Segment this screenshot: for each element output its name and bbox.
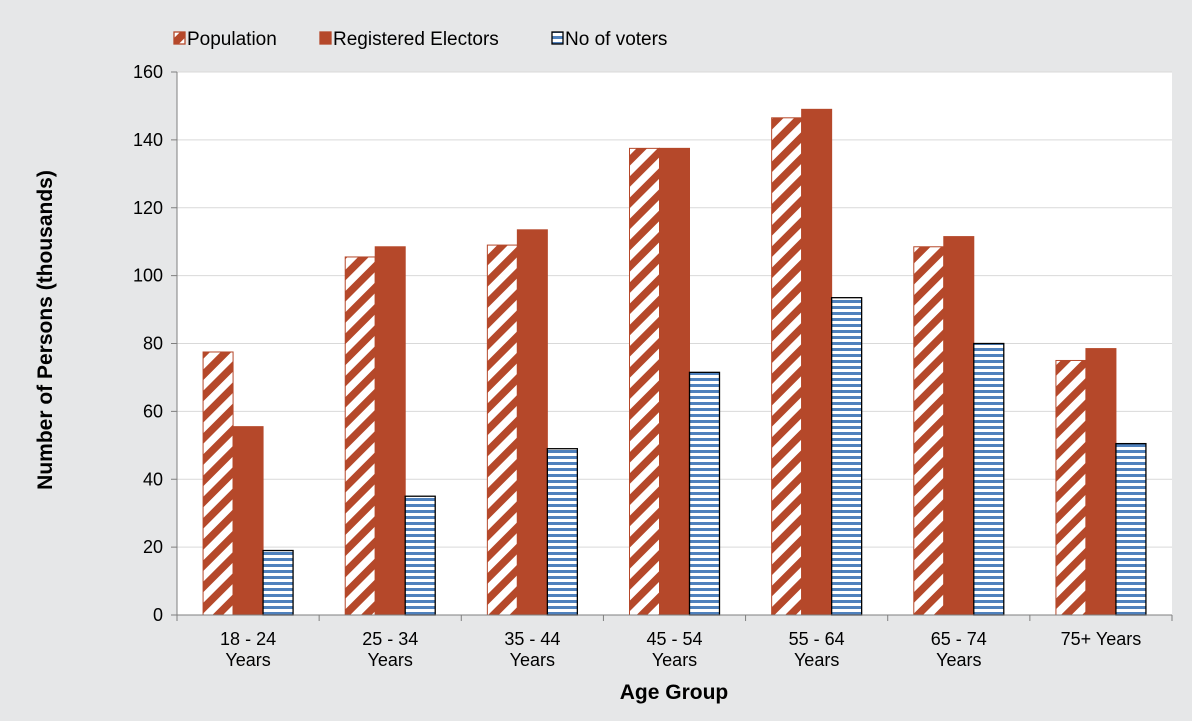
bar-registered-electors <box>943 236 975 616</box>
y-tick-label: 160 <box>133 62 163 82</box>
bar-population <box>629 147 660 616</box>
legend-swatch <box>173 31 186 45</box>
bar-population <box>202 351 234 616</box>
x-tick-label: 25 - 34 Years <box>362 629 418 670</box>
legend-swatch <box>319 31 332 45</box>
legend-swatch <box>551 31 564 45</box>
y-axis-title: Number of Persons (thousands) <box>34 170 57 490</box>
y-tick-label: 0 <box>153 605 163 625</box>
x-tick-label: 45 - 54 Years <box>646 629 702 670</box>
y-tick-labels: 0 20 40 60 80 100 120 140 160 <box>133 62 177 625</box>
legend-label: No of voters <box>565 29 667 50</box>
bar-registered-electors <box>516 229 548 616</box>
y-tick-label: 40 <box>143 469 163 489</box>
y-tick-label: 100 <box>133 266 163 286</box>
x-tick-label: 18 - 24 Years <box>220 629 276 670</box>
bar-population <box>771 117 803 616</box>
bar-registered-electors <box>1085 348 1117 616</box>
bar-population <box>913 246 945 616</box>
bar-registered-electors <box>801 108 833 616</box>
y-tick-label: 60 <box>143 401 163 421</box>
bar-registered-electors <box>232 426 264 616</box>
y-tick-label: 140 <box>133 130 163 150</box>
x-tick-label: 65 - 74 Years <box>931 629 987 670</box>
y-tick-label: 20 <box>143 537 163 557</box>
bar-no-of-voters <box>830 297 863 616</box>
x-tick-label: 55 - 64 Years <box>789 629 845 670</box>
bar-no-of-voters <box>973 342 1005 616</box>
bar-registered-electors <box>659 147 690 616</box>
bar-population <box>344 256 376 616</box>
x-tick-label: 35 - 44 Years <box>504 629 560 670</box>
bar-no-of-voters <box>404 495 436 616</box>
bar-no-of-voters <box>262 549 294 616</box>
legend-label: Registered Electors <box>333 29 499 50</box>
bar-registered-electors <box>374 246 406 616</box>
x-tick-labels: 18 - 24 Years 25 - 34 Years 35 - 44 Years 45 -… <box>220 629 1141 670</box>
bar-population <box>1055 359 1087 616</box>
bar-no-of-voters <box>688 371 721 616</box>
y-tick-label: 120 <box>133 198 163 218</box>
legend: Population Registered Electors No of voter… <box>173 29 667 50</box>
x-axis-title: Age Group <box>620 681 729 704</box>
bars <box>202 108 1147 616</box>
legend-label: Population <box>187 29 277 50</box>
bar-population <box>486 244 518 616</box>
y-tick-label: 80 <box>143 334 163 354</box>
bar-no-of-voters <box>1115 442 1147 616</box>
bar-no-of-voters <box>546 448 579 616</box>
x-tick-label: 75+ Years <box>1061 629 1142 649</box>
